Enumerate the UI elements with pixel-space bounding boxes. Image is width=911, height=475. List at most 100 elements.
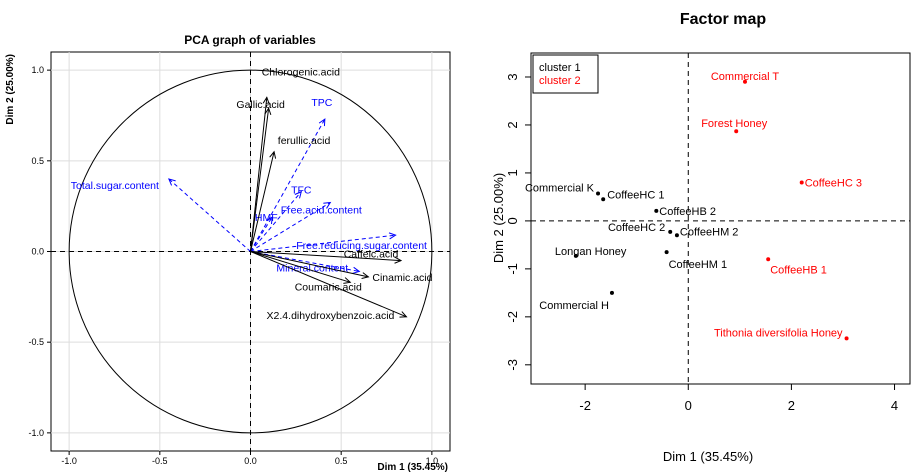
arrow-head (343, 277, 352, 284)
variable-label: HMF (255, 212, 278, 224)
active-variable-ferullic-acid: ferullic.acid (250, 135, 331, 252)
pca-x-tick-label: -0.5 (152, 456, 168, 466)
factor-map-x-axis-label: Dim 1 (35.45%) (663, 449, 753, 464)
point-label: Commercial T (711, 71, 780, 83)
arrow-head (262, 96, 270, 105)
pca-y-tick-label: 0.5 (31, 156, 44, 166)
pca-x-tick-label: 0.0 (244, 456, 257, 466)
point-coffeehm-1: CoffeeHM 1 (664, 250, 728, 271)
individual-points: Commercial K CoffeeHC 1 CoffeeHB 2 CoffeeHC… (525, 71, 862, 341)
point-coffeehc-2: CoffeeHC 2 (608, 222, 673, 234)
point-commercial-h: Commercial H (539, 290, 614, 312)
active-variable-coumaric-acid: Coumaric.acid (250, 251, 362, 293)
factor-x-tick-label: 4 (891, 398, 898, 413)
factor-x-tick-label: 0 (685, 398, 692, 413)
supplementary-variable-free-reducing-sugar-content: Free.reducing.sugar.content (250, 232, 427, 252)
point-label: CoffeeHC 3 (805, 178, 862, 190)
arrow-head (323, 201, 332, 209)
supplementary-variable-free-acid-content: Free.acid.content (250, 201, 362, 252)
arrow-shaft (168, 178, 251, 252)
point-commercial-t: Commercial T (711, 71, 780, 84)
point-label: Tithonia diversifolia Honey (714, 327, 843, 339)
active-variable-caffeic-acid: Caffeic.acid (250, 249, 403, 264)
point-label: CoffeeHB 2 (659, 206, 716, 218)
variable-arrows: TPC TFC Total.sugar.content HMFFree.acid.co… (71, 66, 433, 321)
active-variable-cinamic-acid: Cinamic.acid (250, 251, 433, 284)
point-label: Commercial K (525, 183, 595, 195)
point-marker (596, 191, 601, 196)
factor-x-tick-label: -2 (579, 398, 591, 413)
factor-map-y-axis-label: Dim 2 (25.00%) (491, 173, 506, 263)
factor-y-tick-label: 3 (505, 73, 520, 80)
point-marker (734, 129, 739, 134)
arrow-head (388, 232, 397, 240)
point-label: CoffeeHC 2 (608, 222, 665, 234)
arrow-shaft (250, 191, 302, 252)
variable-label: TFC (291, 185, 312, 197)
arrow-head (352, 266, 361, 274)
variable-label: Coumaric.acid (295, 281, 362, 293)
pca-y-axis-label: Dim 2 (25.00%) (5, 54, 16, 125)
arrow-shaft (250, 118, 326, 252)
supplementary-variable-hmf: HMF (250, 212, 278, 252)
pca-variables-chart: PCA graph of variables -1.0 -0.5 0.0 0.5 1.0… (5, 33, 451, 473)
point-coffeehb-2: CoffeeHB 2 (654, 206, 716, 218)
pca-x-tick-label: 1.0 (426, 456, 439, 466)
arrow-shaft (250, 251, 351, 283)
point-coffeehc-1: CoffeeHC 1 (601, 189, 664, 202)
factor-map-y-ticks: -3 -2 -1 0 1 2 3 (505, 73, 531, 371)
arrow-head (264, 107, 272, 116)
arrow-head (266, 216, 273, 225)
legend-box (532, 54, 599, 94)
factor-map-plot-frame (530, 52, 911, 385)
point-label: CoffeeHC 1 (607, 189, 664, 201)
arrow-shaft (250, 151, 275, 252)
point-label: Commercial H (539, 300, 609, 312)
variable-label: Total.sugar.content (71, 180, 159, 192)
point-marker (573, 253, 578, 258)
variable-label: ferullic.acid (278, 135, 331, 147)
factor-map-chart: Factor map -2 0 2 4 -3 -2 -1 0 1 2 3 Commercial K… (491, 11, 911, 464)
point-marker (766, 257, 771, 262)
factor-map-title: Factor map (680, 11, 766, 28)
pca-y-tick-label: 1.0 (31, 65, 44, 75)
point-marker (601, 197, 606, 202)
variable-label: Cinamic.acid (372, 272, 432, 284)
variable-label: TPC (311, 97, 332, 109)
point-label: Forest Honey (701, 118, 768, 130)
variable-label: X2.4.dihydroxybenzoic.acid (267, 310, 395, 322)
variable-label: Free.acid.content (281, 205, 362, 217)
pca-x-axis-label: Dim 1 (35.45%) (377, 462, 448, 473)
supplementary-variable-tfc: TFC (250, 185, 312, 252)
supplementary-variable-total-sugar-content: Total.sugar.content (71, 178, 251, 252)
legend-entry-cluster-1: cluster 1 (539, 62, 581, 74)
pca-chart-title: PCA graph of variables (184, 33, 316, 47)
point-marker (674, 233, 679, 238)
factor-y-tick-label: -3 (505, 359, 520, 371)
active-variable-gallic-acid: Gallic.acid (236, 99, 285, 252)
factor-y-tick-label: -1 (505, 263, 520, 275)
arrow-shaft (250, 251, 402, 262)
point-label: CoffeeHM 1 (669, 259, 728, 271)
variable-label: Chlorogenic.acid (262, 66, 340, 78)
pca-y-tick-label: -0.5 (28, 337, 44, 347)
variable-label: Mineral.content (276, 262, 348, 274)
factor-x-tick-label: 2 (788, 398, 795, 413)
point-longan-honey: Longan Honey (555, 246, 627, 258)
active-variable-chlorogenic-acid: Chlorogenic.acid (250, 66, 340, 252)
arrow-head (294, 190, 303, 199)
supplementary-variable-tpc: TPC (250, 97, 333, 252)
point-forest-honey: Forest Honey (701, 118, 768, 134)
legend-entry-cluster-2: cluster 2 (539, 75, 581, 87)
pca-y-tick-label: -1.0 (28, 428, 44, 438)
point-commercial-k: Commercial K (525, 183, 601, 196)
arrow-head (269, 150, 277, 159)
variable-label: Free.reducing.sugar.content (296, 240, 427, 252)
variable-label: Caffeic.acid (344, 249, 399, 261)
point-coffeehb-1: CoffeeHB 1 (766, 257, 827, 276)
pca-x-tick-labels: -1.0 -0.5 0.0 0.5 1.0 (61, 451, 438, 466)
point-label: CoffeeHM 2 (680, 226, 739, 238)
point-marker (799, 180, 804, 185)
arrow-shaft (250, 234, 396, 252)
